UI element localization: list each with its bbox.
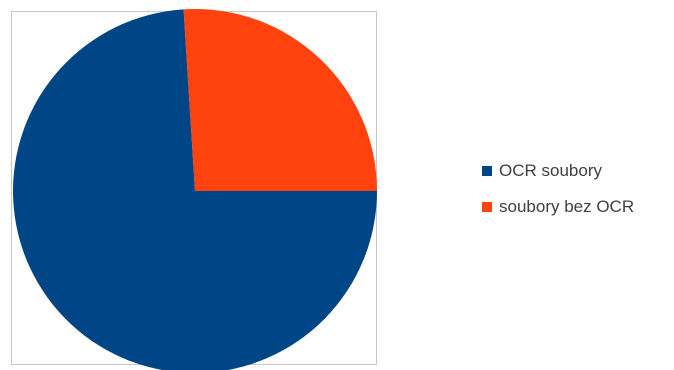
legend-item-ocr-soubory: OCR soubory — [482, 160, 634, 182]
legend-label-soubory-bez-ocr: soubory bez OCR — [499, 197, 635, 216]
pie-slice-ocr-soubory — [13, 9, 377, 370]
legend-item-soubory-bez-ocr: soubory bez OCR — [482, 196, 634, 218]
legend-swatch-soubory-bez-ocr — [482, 202, 492, 212]
pie-slice-soubory-bez-ocr — [183, 9, 377, 192]
legend-swatch-ocr-soubory — [482, 166, 492, 176]
legend-label-ocr-soubory: OCR soubory — [499, 161, 602, 180]
legend: OCR soubory soubory bez OCR — [482, 160, 634, 232]
